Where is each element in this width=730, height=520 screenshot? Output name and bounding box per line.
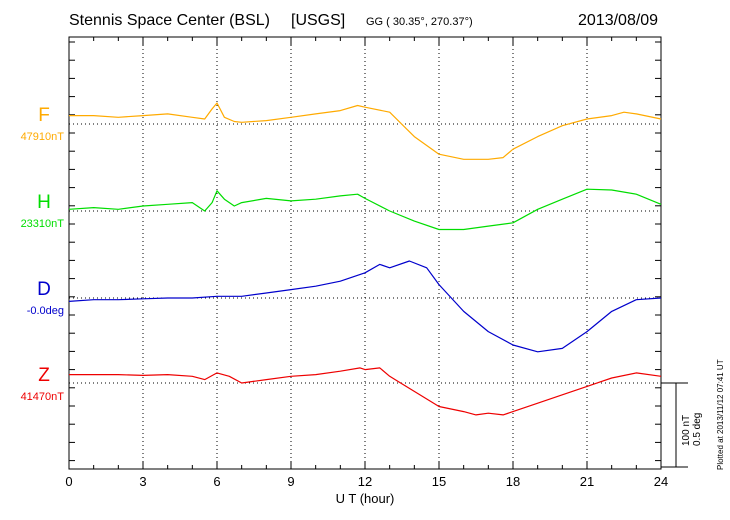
date-label: 2013/08/09 <box>578 12 659 29</box>
xtick-label-9: 9 <box>287 474 294 489</box>
series-line-H <box>68 188 662 231</box>
xtick-label-6: 6 <box>213 474 220 489</box>
x-axis-label: U T (hour) <box>336 491 395 506</box>
plotted-note: Plotted at 2013/11/12 07:41 UT <box>716 359 725 470</box>
scale-deg-label: 0.5 deg <box>692 412 703 446</box>
station-title: Stennis Space Center (BSL) <box>69 12 270 29</box>
agency-label: [USGS] <box>291 12 346 29</box>
scale-nt-label: 100 nT <box>681 414 692 446</box>
series-line-F <box>69 102 662 160</box>
xtick-label-12: 12 <box>358 474 372 489</box>
xtick-label-18: 18 <box>506 474 520 489</box>
baseline-H: 23310nT <box>20 218 64 230</box>
series-line-Z <box>69 367 662 416</box>
label-H: H <box>37 192 51 213</box>
xtick-label-3: 3 <box>139 474 146 489</box>
xtick-label-0: 0 <box>65 474 72 489</box>
baseline-F: 47910nT <box>20 131 64 143</box>
baseline-D: -0.0deg <box>26 305 64 317</box>
xtick-label-21: 21 <box>580 474 594 489</box>
label-D: D <box>37 279 51 300</box>
baseline-Z: 41470nT <box>20 391 64 403</box>
label-Z: Z <box>38 365 50 386</box>
series-line-D <box>68 260 662 353</box>
xtick-label-15: 15 <box>432 474 446 489</box>
xtick-label-24: 24 <box>654 474 668 489</box>
coords-label: GG ( 30.35°, 270.37°) <box>366 16 473 28</box>
label-F: F <box>38 105 50 126</box>
